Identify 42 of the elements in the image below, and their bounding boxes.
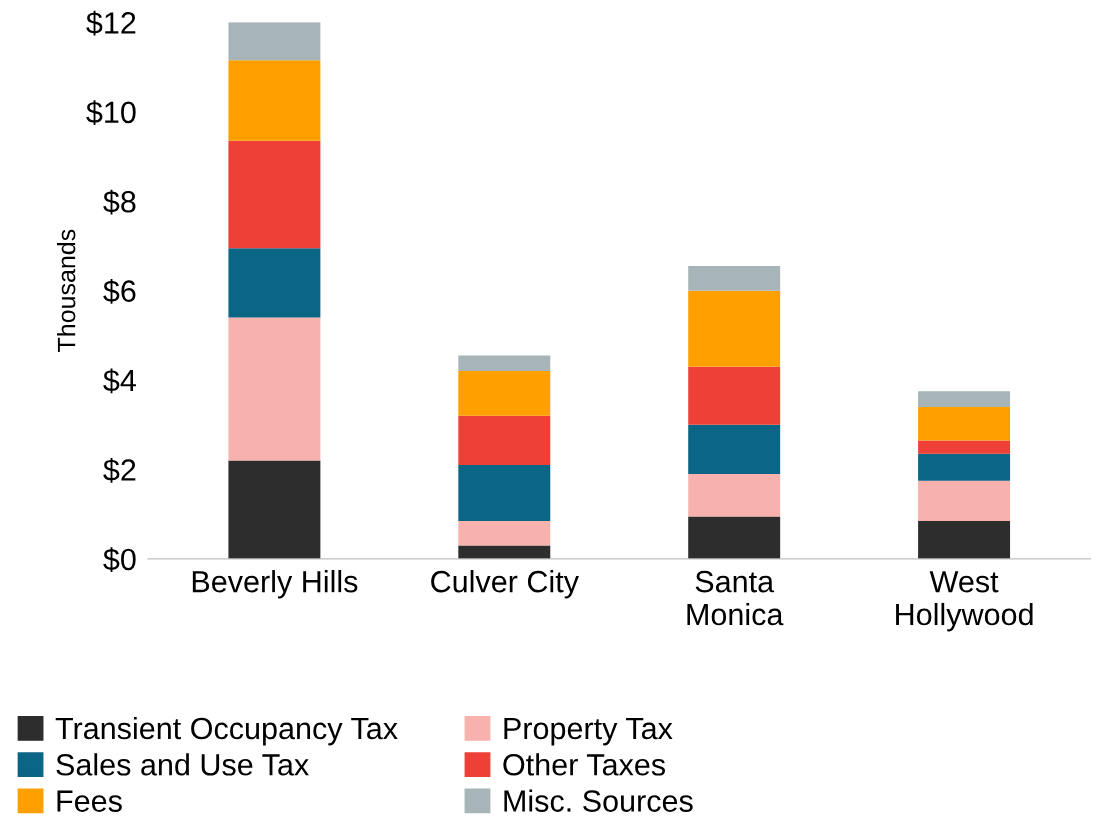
- bar: [458, 415, 551, 465]
- y-tick-label: $10: [86, 100, 136, 125]
- legend-label: Other Taxes: [503, 753, 665, 776]
- legend-label: Fees: [57, 790, 122, 812]
- bar: [688, 516, 781, 559]
- bar: [458, 465, 551, 521]
- bar: [918, 453, 1011, 481]
- y-tick-label: $2: [103, 457, 136, 483]
- x-tick-label: Beverly Hills: [192, 570, 358, 599]
- bar: [458, 355, 551, 372]
- y-tick-label: $6: [103, 279, 136, 304]
- bar: [688, 266, 781, 291]
- bar: [228, 248, 321, 318]
- x-tick-label: Santa Monica: [687, 570, 784, 626]
- bar: [228, 60, 321, 141]
- bar: [688, 290, 781, 367]
- bar: [688, 473, 781, 517]
- bar: [458, 545, 551, 559]
- bar: [458, 371, 551, 416]
- x-tick-label: West Hollywood: [896, 571, 1033, 632]
- legend-label: Transient Occupancy Tax: [55, 716, 398, 746]
- legend-label: Property Tax: [504, 718, 673, 746]
- bar: [918, 440, 1011, 454]
- bar: [228, 22, 321, 61]
- y-tick-label: $4: [103, 368, 136, 394]
- bar: [918, 391, 1011, 407]
- bar: [688, 424, 781, 474]
- legend-label: Sales and Use Tax: [56, 753, 309, 776]
- x-tick-label: Culver City: [431, 570, 579, 599]
- bar: [458, 520, 551, 546]
- y-axis-title: Thousands: [57, 229, 76, 352]
- bar: [688, 366, 781, 425]
- bar: [918, 406, 1011, 441]
- bar: [918, 480, 1011, 521]
- bar: [918, 520, 1011, 559]
- bar: [228, 317, 321, 461]
- y-tick-label: $8: [103, 189, 136, 215]
- bar: [228, 460, 321, 559]
- legend-label: Misc. Sources: [504, 789, 693, 812]
- y-tick-label: $12: [86, 10, 136, 36]
- bar: [228, 140, 321, 249]
- y-tick-label: $0: [103, 547, 136, 573]
